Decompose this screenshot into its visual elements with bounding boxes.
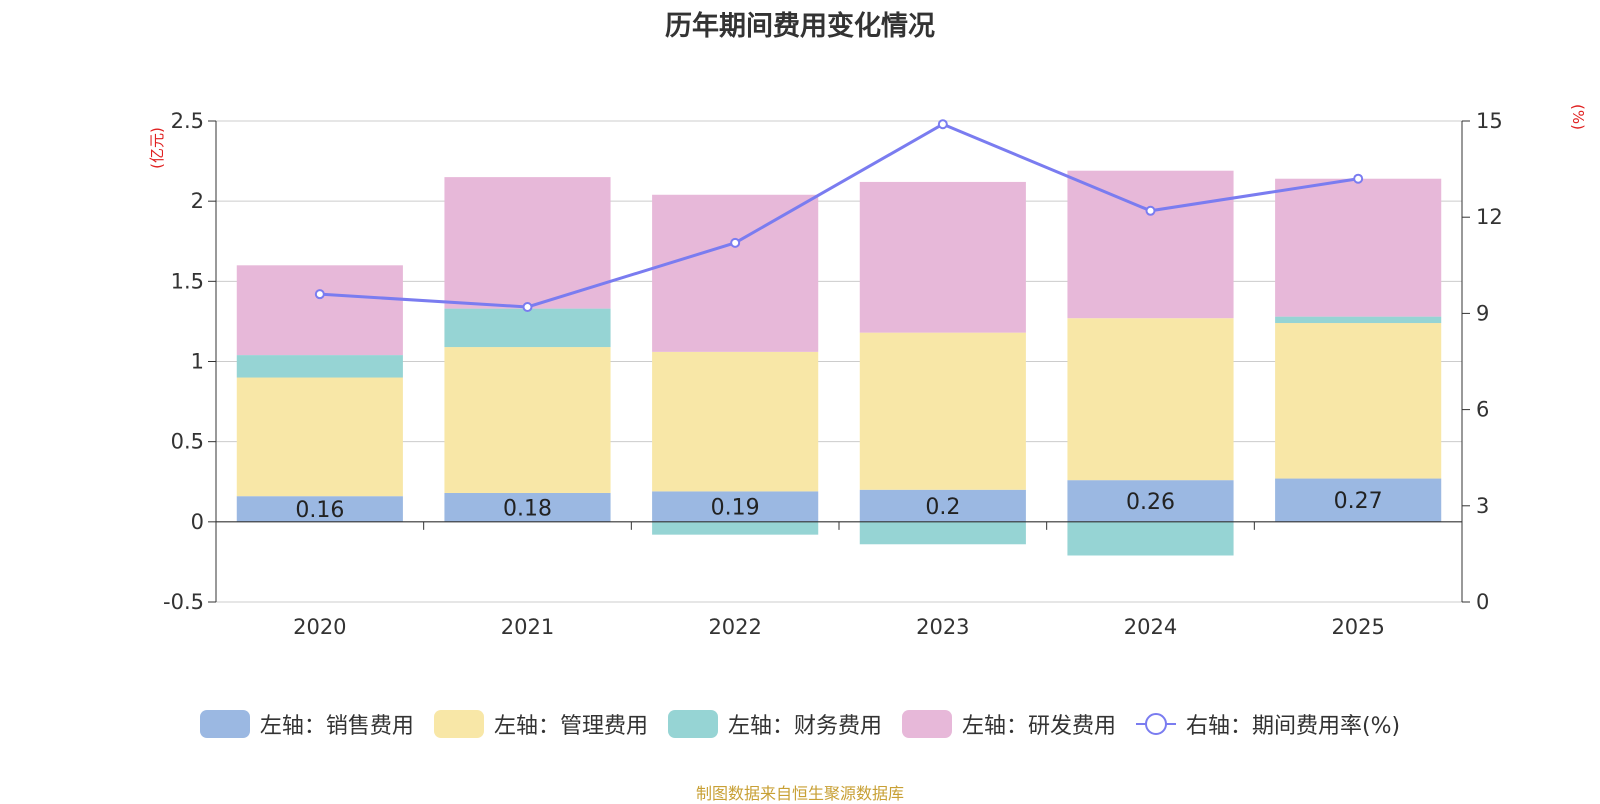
data-label: 0.16 bbox=[295, 498, 344, 523]
legend-label: 右轴：期间费用率(%) bbox=[1185, 714, 1401, 739]
grid-lines bbox=[216, 120, 1462, 603]
left-axis-label: (亿元) bbox=[148, 127, 166, 169]
category-label: 2022 bbox=[708, 615, 761, 639]
bar-segment bbox=[1275, 478, 1442, 522]
data-label: 0.27 bbox=[1334, 489, 1383, 514]
bar-segment bbox=[1275, 323, 1442, 479]
bar-segment bbox=[236, 496, 403, 522]
category-label: 2021 bbox=[501, 615, 554, 639]
left-tick-label: 2.5 bbox=[171, 109, 204, 133]
bar-segment bbox=[236, 265, 403, 356]
bar-segment bbox=[1067, 318, 1234, 481]
rate-point bbox=[314, 289, 325, 300]
bar-segment bbox=[444, 308, 611, 348]
legend-item[interactable]: 左轴：管理费用 bbox=[433, 708, 648, 740]
bar-segment bbox=[1275, 178, 1442, 317]
legend-label: 左轴：财务费用 bbox=[727, 714, 882, 739]
right-tick-label: 9 bbox=[1476, 301, 1489, 325]
legend-swatch bbox=[667, 710, 718, 738]
legend-label: 左轴：销售费用 bbox=[259, 714, 414, 739]
source-note: 制图数据来自恒生聚源数据库 bbox=[695, 784, 904, 803]
legend-swatch bbox=[433, 710, 484, 738]
axes: -0.5 0 0.5 1 1.5 2 2.5 0 3 6 9 12 15 (亿元) (%) 2020 2021 2… bbox=[148, 104, 1587, 639]
category-label: 2020 bbox=[293, 615, 346, 639]
chart-title: 历年期间费用变化情况 bbox=[665, 11, 935, 42]
data-label: 0.18 bbox=[503, 496, 552, 521]
left-tick-label: 0.5 bbox=[171, 430, 204, 454]
left-tick-label: 1 bbox=[191, 350, 204, 374]
category-label: 2023 bbox=[916, 615, 969, 639]
line-layer bbox=[314, 119, 1364, 312]
category-label: 2025 bbox=[1331, 615, 1384, 639]
bar-segment bbox=[1067, 170, 1234, 319]
left-tick-label: 1.5 bbox=[171, 269, 204, 293]
bar-segment bbox=[444, 492, 611, 522]
left-tick-label: -0.5 bbox=[163, 590, 204, 614]
bar-segment bbox=[444, 177, 611, 309]
chart-area: -0.5 0 0.5 1 1.5 2 2.5 0 3 6 9 12 15 (亿元) (%) 2020 2021 2… bbox=[148, 104, 1587, 639]
bar-segment bbox=[859, 181, 1026, 333]
bar-segment bbox=[859, 332, 1026, 490]
rate-point bbox=[522, 301, 533, 312]
bar-segment bbox=[444, 347, 611, 493]
data-label: 0.26 bbox=[1126, 490, 1175, 515]
legend: 左轴：销售费用 左轴：管理费用 左轴：财务费用 左轴：研发费用 右轴：期间费用率(%) bbox=[0, 708, 1600, 740]
bar-segment bbox=[236, 355, 403, 378]
legend-item[interactable]: 左轴：财务费用 bbox=[667, 708, 882, 740]
rate-line bbox=[319, 122, 1359, 309]
data-label: 0.2 bbox=[925, 495, 960, 520]
data-labels: 0.16 0.18 0.19 0.2 0.26 0.27 bbox=[295, 489, 1382, 523]
right-tick-label: 3 bbox=[1476, 494, 1489, 518]
bar-segment bbox=[859, 489, 1026, 522]
rate-point bbox=[730, 237, 741, 248]
rate-point bbox=[937, 119, 948, 130]
rate-point bbox=[1145, 205, 1156, 216]
legend-line-icon bbox=[1135, 713, 1176, 735]
bar-segment bbox=[652, 194, 819, 352]
legend-swatch bbox=[901, 710, 952, 738]
bar-segment bbox=[1275, 316, 1442, 324]
bar-segment bbox=[652, 521, 819, 535]
bar-segment bbox=[1067, 480, 1234, 522]
right-axis-label: (%) bbox=[1569, 104, 1587, 130]
rate-point bbox=[1353, 173, 1364, 184]
legend-item[interactable]: 左轴：研发费用 bbox=[901, 708, 1116, 740]
legend-swatch bbox=[199, 710, 250, 738]
bar-segment bbox=[1067, 521, 1234, 556]
bar-segment bbox=[652, 491, 819, 522]
right-tick-label: 15 bbox=[1476, 109, 1503, 133]
bar-segment bbox=[652, 351, 819, 492]
bar-segment bbox=[236, 377, 403, 497]
category-label: 2024 bbox=[1124, 615, 1177, 639]
legend-item[interactable]: 左轴：销售费用 bbox=[199, 708, 414, 740]
bar-layer bbox=[236, 170, 1442, 556]
right-tick-label: 6 bbox=[1476, 398, 1489, 422]
left-tick-label: 2 bbox=[191, 189, 204, 213]
left-tick-label: 0 bbox=[191, 510, 204, 534]
legend-item[interactable]: 右轴：期间费用率(%) bbox=[1135, 708, 1401, 740]
bar-segment bbox=[859, 521, 1026, 545]
legend-label: 左轴：研发费用 bbox=[961, 714, 1116, 739]
right-tick-label: 12 bbox=[1476, 205, 1503, 229]
right-tick-label: 0 bbox=[1476, 590, 1489, 614]
data-label: 0.19 bbox=[711, 496, 760, 521]
legend-label: 左轴：管理费用 bbox=[493, 714, 648, 739]
